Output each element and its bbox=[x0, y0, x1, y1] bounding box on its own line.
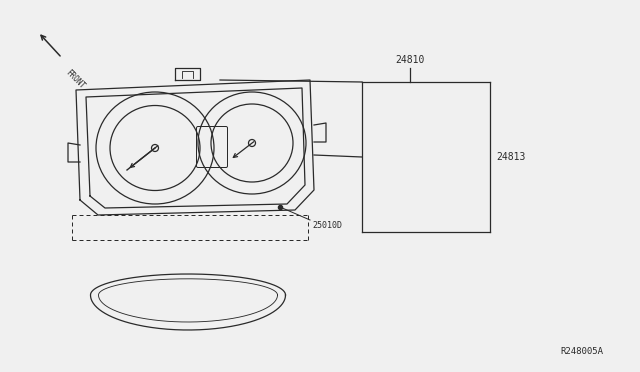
Text: 24813: 24813 bbox=[496, 152, 525, 162]
Text: R248005A: R248005A bbox=[560, 347, 603, 356]
Text: 25010D: 25010D bbox=[312, 221, 342, 230]
Text: FRONT: FRONT bbox=[63, 68, 86, 91]
Text: 24810: 24810 bbox=[396, 55, 425, 65]
